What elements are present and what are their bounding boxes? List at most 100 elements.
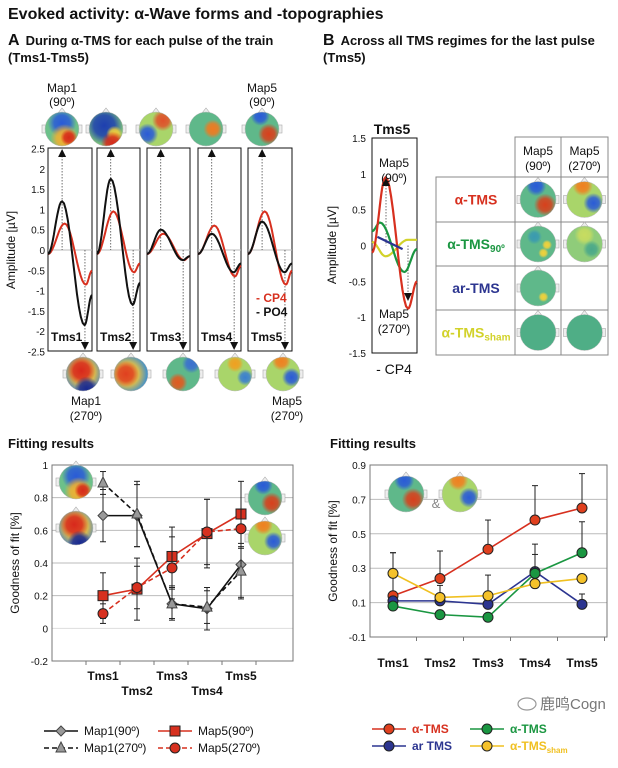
- waveform-po4-Tms4: [197, 232, 242, 274]
- topography-blob: [253, 521, 273, 535]
- topography-fill: [59, 511, 93, 545]
- fit-right-series-2-point: [387, 600, 399, 612]
- fit-right-legend-marker: [383, 723, 395, 735]
- topography-blob: [253, 481, 273, 495]
- fit-left-series-1-point: [131, 506, 143, 519]
- box-label-Tms4: Tms4: [201, 330, 233, 344]
- nose-marker: [71, 460, 81, 467]
- topography-map-90-Tms4: [185, 107, 227, 147]
- nose-marker: [257, 107, 267, 114]
- nose-marker: [580, 310, 589, 316]
- down-arrow-icon: [280, 342, 289, 350]
- table-row-label: α-TMSsham: [442, 325, 511, 344]
- legend-label-main: ar TMS: [412, 739, 452, 753]
- nose-marker: [78, 352, 88, 359]
- topography-fill: [266, 357, 300, 391]
- fit-left-y-tick-label: -0.2: [31, 657, 49, 668]
- fit-right-legend-marker: [481, 740, 493, 752]
- legend-label-main: α-TMS: [510, 739, 547, 753]
- topography-outline: [217, 356, 253, 392]
- fit-right-y-tick-label: 0.9: [352, 461, 366, 472]
- topography-fill: [520, 226, 556, 262]
- fit-right-series-3-point: [529, 578, 541, 590]
- topography-blob: [74, 482, 92, 499]
- fit-right-legend-label: ar TMS: [412, 739, 452, 753]
- topography-outline: [566, 225, 603, 263]
- panel-b-y-tick-label: -1: [357, 313, 366, 324]
- panel-a-y-tick-label: 0: [39, 246, 45, 257]
- topography-fill: [566, 226, 603, 262]
- box-label-Tms1: Tms1: [51, 330, 83, 344]
- map5-90-label: Map5: [247, 81, 277, 95]
- legend-label-subscript: sham: [547, 746, 568, 755]
- fit-left-x-tick-label-Tms1: Tms1: [87, 669, 119, 683]
- map5-270-label: Map5: [379, 307, 409, 321]
- fit-left-legend-marker: [169, 742, 181, 754]
- fit-left-series-3-point: [97, 608, 109, 620]
- panel-a-y-tick-label: 1.5: [31, 185, 45, 196]
- topography-blob: [203, 119, 223, 139]
- fit-left-x-tick-label-Tms4: Tms4: [191, 684, 223, 698]
- table-topography-map: [563, 221, 606, 263]
- map5-270-label: Map5: [272, 394, 302, 408]
- fit-right-x-tick-label-Tms1: Tms1: [377, 656, 409, 670]
- waveform-ar-TMS: [376, 235, 404, 251]
- topography-outline: [566, 314, 603, 351]
- topography-blob: [582, 240, 601, 259]
- topography-fill: [59, 465, 93, 499]
- fit-right-x-tick-label-Tms3: Tms3: [472, 656, 504, 670]
- map5-90-angle: (90º): [249, 95, 275, 109]
- panel-b-y-tick-label: 1.5: [352, 134, 366, 145]
- map1-270-angle: (270º): [70, 409, 102, 423]
- fit-right-y-tick-label: 0.5: [352, 530, 366, 541]
- up-arrow-icon: [58, 149, 67, 157]
- topography-outline: [519, 314, 557, 351]
- figure-title: Evoked activity: α-Wave forms and -topog…: [8, 6, 384, 23]
- map1-90-angle: (90º): [49, 95, 75, 109]
- topography-map-270-Tms3: [162, 352, 204, 392]
- topography-fill: [218, 357, 252, 391]
- fit-left-series-0-point: [97, 509, 109, 522]
- topography-map-90-Tms1: [41, 107, 83, 147]
- topography-blob: [526, 181, 547, 197]
- topography-fill: [245, 112, 279, 146]
- topography-fill: [166, 357, 200, 391]
- legend-label-main: α-TMS: [510, 722, 547, 736]
- topography-outline: [138, 111, 174, 147]
- topography-map-90-Tms5: [241, 107, 283, 147]
- up-arrow-icon: [258, 149, 267, 157]
- up-arrow-icon: [156, 149, 165, 157]
- topography-fill: [388, 476, 424, 512]
- nose-marker: [533, 221, 543, 228]
- inset-topography-map5-270: [438, 471, 482, 513]
- fit-left-legend-label: Map5(90º): [198, 724, 254, 738]
- topography-blob: [533, 193, 556, 217]
- nose-marker: [455, 471, 465, 478]
- nose-marker: [533, 177, 543, 183]
- fit-right-series-3-point: [576, 573, 588, 585]
- nose-marker: [101, 107, 111, 114]
- topography-outline: [44, 111, 80, 147]
- up-arrow-icon: [207, 149, 216, 157]
- fit-left-legend-marker: [55, 725, 67, 737]
- topography-blob: [458, 487, 478, 508]
- map5-270-angle: (270º): [378, 322, 410, 336]
- fit-left-series-1-point: [97, 475, 109, 488]
- topography-outline: [165, 356, 201, 392]
- fit-left-x-tick-label-Tms3: Tms3: [156, 669, 188, 683]
- topography-blob: [572, 181, 593, 197]
- legend-label-main: α-TMS: [412, 722, 449, 736]
- panel-a-y-tick-label: 2: [39, 165, 45, 176]
- up-arrow-icon: [106, 149, 115, 157]
- topography-map-270-Tms4: [214, 352, 256, 392]
- topography-blob: [250, 112, 270, 126]
- topography-blob: [74, 376, 99, 391]
- ampersand-label: &: [432, 496, 441, 511]
- inset-topography-map1-270: [55, 506, 97, 546]
- panel-a-y-tick-label: -0.5: [28, 266, 46, 277]
- topography-blob: [226, 357, 244, 373]
- topography-outline: [247, 480, 283, 516]
- fit-right-series-0-point: [434, 573, 446, 585]
- topography-fill: [566, 314, 603, 351]
